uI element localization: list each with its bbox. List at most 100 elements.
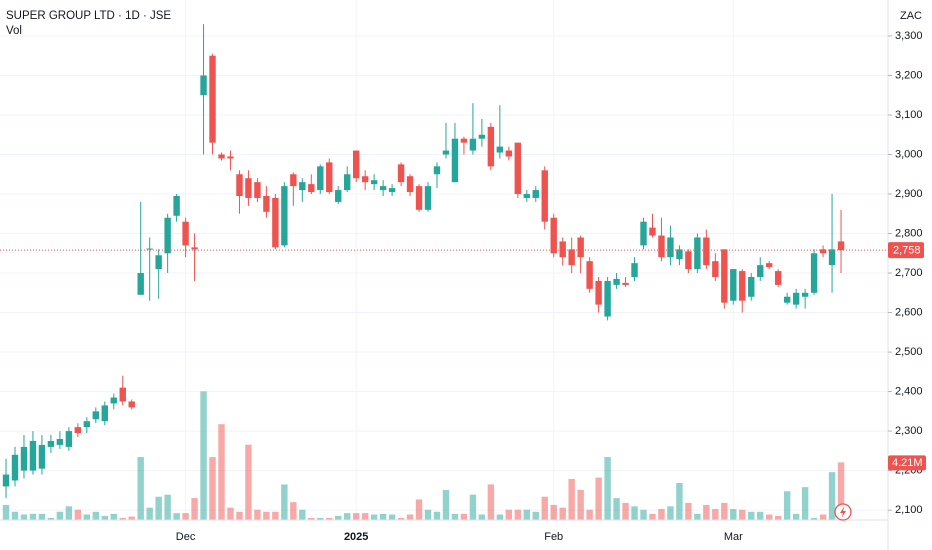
volume-bar xyxy=(712,509,719,520)
candle-body xyxy=(757,265,764,277)
candle-body xyxy=(604,280,611,317)
candle-body xyxy=(792,292,800,305)
volume-bar xyxy=(514,509,522,520)
candle-body xyxy=(245,178,252,198)
volume-bar xyxy=(290,502,297,520)
candle-body xyxy=(236,174,243,196)
volume-bar xyxy=(245,444,252,520)
volume-bar xyxy=(361,513,369,520)
candle-body xyxy=(676,249,683,260)
volume-bar xyxy=(236,511,243,520)
volume-bar xyxy=(227,507,234,520)
volume-bar xyxy=(828,472,836,520)
candle-body xyxy=(227,156,234,159)
volume-bar xyxy=(83,514,91,520)
alert-icon[interactable] xyxy=(834,503,852,521)
volume-bar xyxy=(352,513,360,520)
volume-bar xyxy=(766,514,773,520)
volume-bar xyxy=(335,515,342,520)
candle-body xyxy=(442,150,450,155)
volume-bar xyxy=(532,511,539,520)
candle-body xyxy=(478,134,486,139)
candle-body xyxy=(361,176,369,183)
candle-body xyxy=(137,273,144,295)
volume-bar xyxy=(487,484,495,520)
volume-bar xyxy=(783,491,791,520)
y-tick-label: 3,200 xyxy=(895,69,923,81)
candle-body xyxy=(631,263,638,277)
candle-body xyxy=(56,438,64,445)
candle-body xyxy=(640,221,647,246)
candle-body xyxy=(110,397,117,404)
candle-body xyxy=(810,253,818,293)
candle-body xyxy=(712,261,719,277)
candle-body xyxy=(568,249,575,266)
candle-body xyxy=(774,271,782,285)
volume-bar xyxy=(74,509,82,520)
candle-body xyxy=(505,150,513,157)
candle-body xyxy=(559,241,566,258)
volume-bar xyxy=(469,494,477,520)
x-tick-label: Mar xyxy=(724,531,743,543)
candle-body xyxy=(209,55,216,143)
candle-body xyxy=(658,235,665,258)
volume-bar xyxy=(191,498,198,520)
volume-bar xyxy=(586,509,593,520)
volume-bar xyxy=(595,477,602,520)
candle-body xyxy=(532,190,539,198)
volume-bar xyxy=(209,457,216,520)
last-volume-label: 4.21M xyxy=(892,457,923,469)
candle-body xyxy=(433,166,441,175)
candle-body xyxy=(20,446,28,471)
volume-bar xyxy=(272,511,279,520)
volume-bar xyxy=(801,487,809,520)
candle-body xyxy=(541,170,548,222)
volume-bar xyxy=(101,515,108,520)
volume-bar xyxy=(415,499,423,520)
candle-body xyxy=(379,186,387,191)
candle-body xyxy=(703,237,710,266)
candle-body xyxy=(837,241,845,251)
candle-body xyxy=(218,154,225,159)
candle-body xyxy=(397,164,405,183)
candle-body xyxy=(514,142,522,195)
candle-body xyxy=(299,182,306,191)
candle-body xyxy=(83,421,91,428)
candle-body xyxy=(272,197,279,248)
candle-body xyxy=(622,282,629,285)
y-tick-label: 2,300 xyxy=(895,425,923,437)
volume-bar xyxy=(496,514,504,520)
last-price-label: 2,758 xyxy=(893,245,921,257)
candle-body xyxy=(487,126,495,167)
y-tick-label: 2,400 xyxy=(895,385,923,397)
volume-bar xyxy=(326,517,333,520)
volume-bar xyxy=(757,511,764,520)
volume-bar xyxy=(505,509,513,520)
candle-body xyxy=(406,176,414,193)
candle-body xyxy=(424,186,432,210)
volume-bar xyxy=(56,511,64,520)
y-tick-label: 2,800 xyxy=(895,227,923,239)
volume-bar xyxy=(685,502,692,520)
volume-bar xyxy=(370,514,378,520)
volume-title: Vol xyxy=(6,25,22,37)
volume-bar xyxy=(65,506,73,520)
volume-bar xyxy=(406,514,414,520)
candle-body xyxy=(155,255,162,270)
volume-bar xyxy=(541,496,548,520)
volume-bar xyxy=(317,517,324,520)
volume-bar xyxy=(281,484,288,520)
volume-bar xyxy=(559,507,566,520)
volume-bar xyxy=(424,509,432,520)
volume-bar xyxy=(263,511,270,520)
candle-body xyxy=(38,444,46,469)
volume-bar xyxy=(29,513,37,520)
candle-body xyxy=(819,249,827,254)
x-tick-label: 2025 xyxy=(344,531,368,543)
volume-bar xyxy=(604,457,611,520)
candle-body xyxy=(649,227,656,236)
candle-body xyxy=(101,405,108,422)
chart-title: SUPER GROUP LTD · 1D · JSE xyxy=(6,10,171,22)
candle-body xyxy=(613,278,620,285)
